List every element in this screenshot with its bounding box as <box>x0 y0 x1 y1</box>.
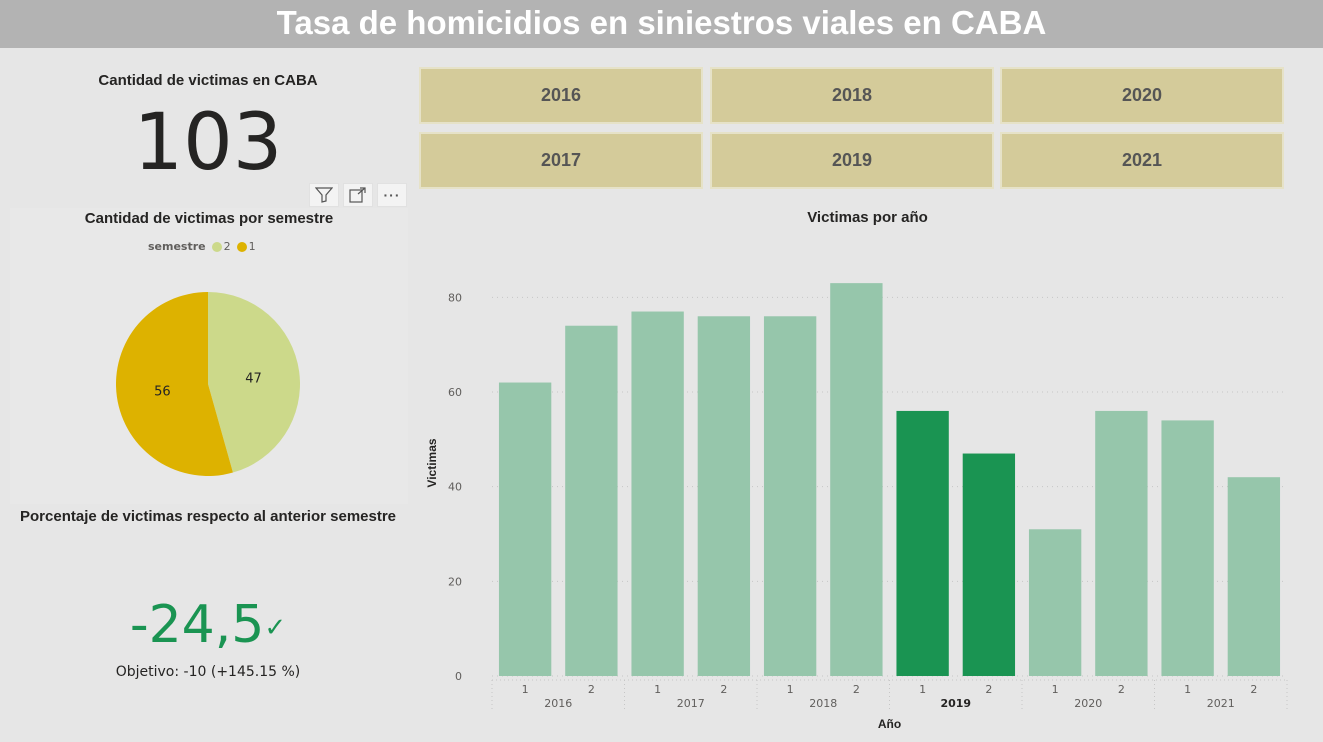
year-button-2020[interactable]: 2020 <box>1000 67 1284 124</box>
bar-chart-title: Victimas por año <box>807 209 928 226</box>
focus-mode-icon[interactable] <box>343 183 373 207</box>
kpi-card-value: 103 <box>133 98 283 188</box>
x-tick-label-year-2016: 2016 <box>544 697 572 710</box>
x-axis-title: Año <box>878 717 901 731</box>
x-tick-label-semester: 1 <box>919 683 926 696</box>
legend-label-semester-2: 2 <box>223 240 231 253</box>
y-tick-label: 20 <box>448 575 462 588</box>
pie-chart-title: Cantidad de victimas por semestre <box>84 210 334 227</box>
x-tick-label-semester: 1 <box>522 683 529 696</box>
percentage-value: -24,5 <box>129 595 265 655</box>
year-button-2019[interactable]: 2019 <box>710 132 994 189</box>
x-tick-label-semester: 2 <box>1118 683 1125 696</box>
year-button-2018[interactable]: 2018 <box>710 67 994 124</box>
bar-2017-semester-1[interactable] <box>631 311 684 676</box>
pie-slice-semester-2[interactable] <box>208 292 300 473</box>
x-tick-label-semester: 1 <box>1052 683 1059 696</box>
pie-data-label-semester-1: 56 <box>154 384 171 399</box>
y-tick-label: 80 <box>448 291 462 304</box>
x-tick-label-semester: 2 <box>853 683 860 696</box>
bar-2019-semester-2[interactable] <box>962 453 1016 676</box>
x-tick-label-year-2020: 2020 <box>1074 697 1102 710</box>
bar-2021-semester-1[interactable] <box>1161 420 1214 676</box>
x-tick-label-semester: 2 <box>1250 683 1257 696</box>
pie-chart: 47 56 <box>115 292 300 476</box>
year-button-2017[interactable]: 2017 <box>419 132 703 189</box>
y-tick-label: 60 <box>448 386 462 399</box>
percentage-goal: Objetivo: -10 (+145.15 %) <box>115 664 301 680</box>
x-tick-label-semester: 2 <box>985 683 992 696</box>
visual-header-toolbar: ··· <box>309 183 407 207</box>
bar-2018-semester-2[interactable] <box>830 283 883 676</box>
bar-2016-semester-1[interactable] <box>498 382 552 676</box>
year-button-2021[interactable]: 2021 <box>1000 132 1284 189</box>
bar-2020-semester-2[interactable] <box>1095 410 1148 676</box>
bar-2020-semester-1[interactable] <box>1028 529 1082 676</box>
y-tick-label: 0 <box>455 670 462 683</box>
more-options-icon[interactable]: ··· <box>377 183 407 207</box>
pie-slice-semester-1[interactable] <box>115 292 233 476</box>
x-tick-label-semester: 2 <box>588 683 595 696</box>
x-tick-label-semester: 1 <box>787 683 794 696</box>
bar-2016-semester-2[interactable] <box>565 325 618 676</box>
y-tick-label: 40 <box>448 481 462 494</box>
x-tick-label-year-2021: 2021 <box>1207 697 1235 710</box>
bar-2017-semester-2[interactable] <box>697 316 751 676</box>
pie-legend: semestre 2 1 <box>148 240 256 253</box>
bar-2019-semester-1[interactable] <box>896 410 949 676</box>
x-tick-label-year-2017: 2017 <box>677 697 705 710</box>
pie-data-label-semester-2: 47 <box>245 372 262 387</box>
legend-item-semester-2[interactable]: 2 <box>211 240 231 253</box>
bar-chart: 0 20 40 60 80 Victimas 1 2 1 2 1 2 1 2 1 2 1 2 2016 2017 201… <box>425 283 1288 731</box>
legend-label-semester-1: 1 <box>248 240 256 253</box>
dashboard-title: Tasa de homicidios en siniestros viales … <box>0 0 1323 48</box>
pie-chart-card: Cantidad de victimas por semestre semest… <box>10 208 408 504</box>
legend-dot-semester-2 <box>211 241 222 252</box>
year-button-2016[interactable]: 2016 <box>419 67 703 124</box>
bar-2018-semester-1[interactable] <box>763 316 817 676</box>
x-tick-label-year-2019: 2019 <box>940 697 971 710</box>
bar-2021-semester-2[interactable] <box>1227 477 1281 676</box>
legend-item-semester-1[interactable]: 1 <box>236 240 256 253</box>
year-slicer: 2016 2018 2020 2017 2019 2021 <box>419 67 1287 191</box>
y-axis-title: Victimas <box>425 438 439 487</box>
legend-dot-semester-1 <box>236 241 247 252</box>
legend-title: semestre <box>148 240 206 253</box>
x-tick-label-semester: 2 <box>720 683 727 696</box>
filter-icon[interactable] <box>309 183 339 207</box>
kpi-card-title: Cantidad de victimas en CABA <box>98 72 318 89</box>
percentage-card-title: Porcentaje de victimas respecto al anter… <box>20 508 397 525</box>
x-tick-label-semester: 1 <box>1184 683 1191 696</box>
x-tick-label-year-2018: 2018 <box>809 697 837 710</box>
x-tick-label-semester: 1 <box>654 683 661 696</box>
more-options-glyph: ··· <box>383 187 401 203</box>
percentage-card-value: -24,5✓ <box>20 592 396 661</box>
check-icon: ✓ <box>264 613 287 643</box>
